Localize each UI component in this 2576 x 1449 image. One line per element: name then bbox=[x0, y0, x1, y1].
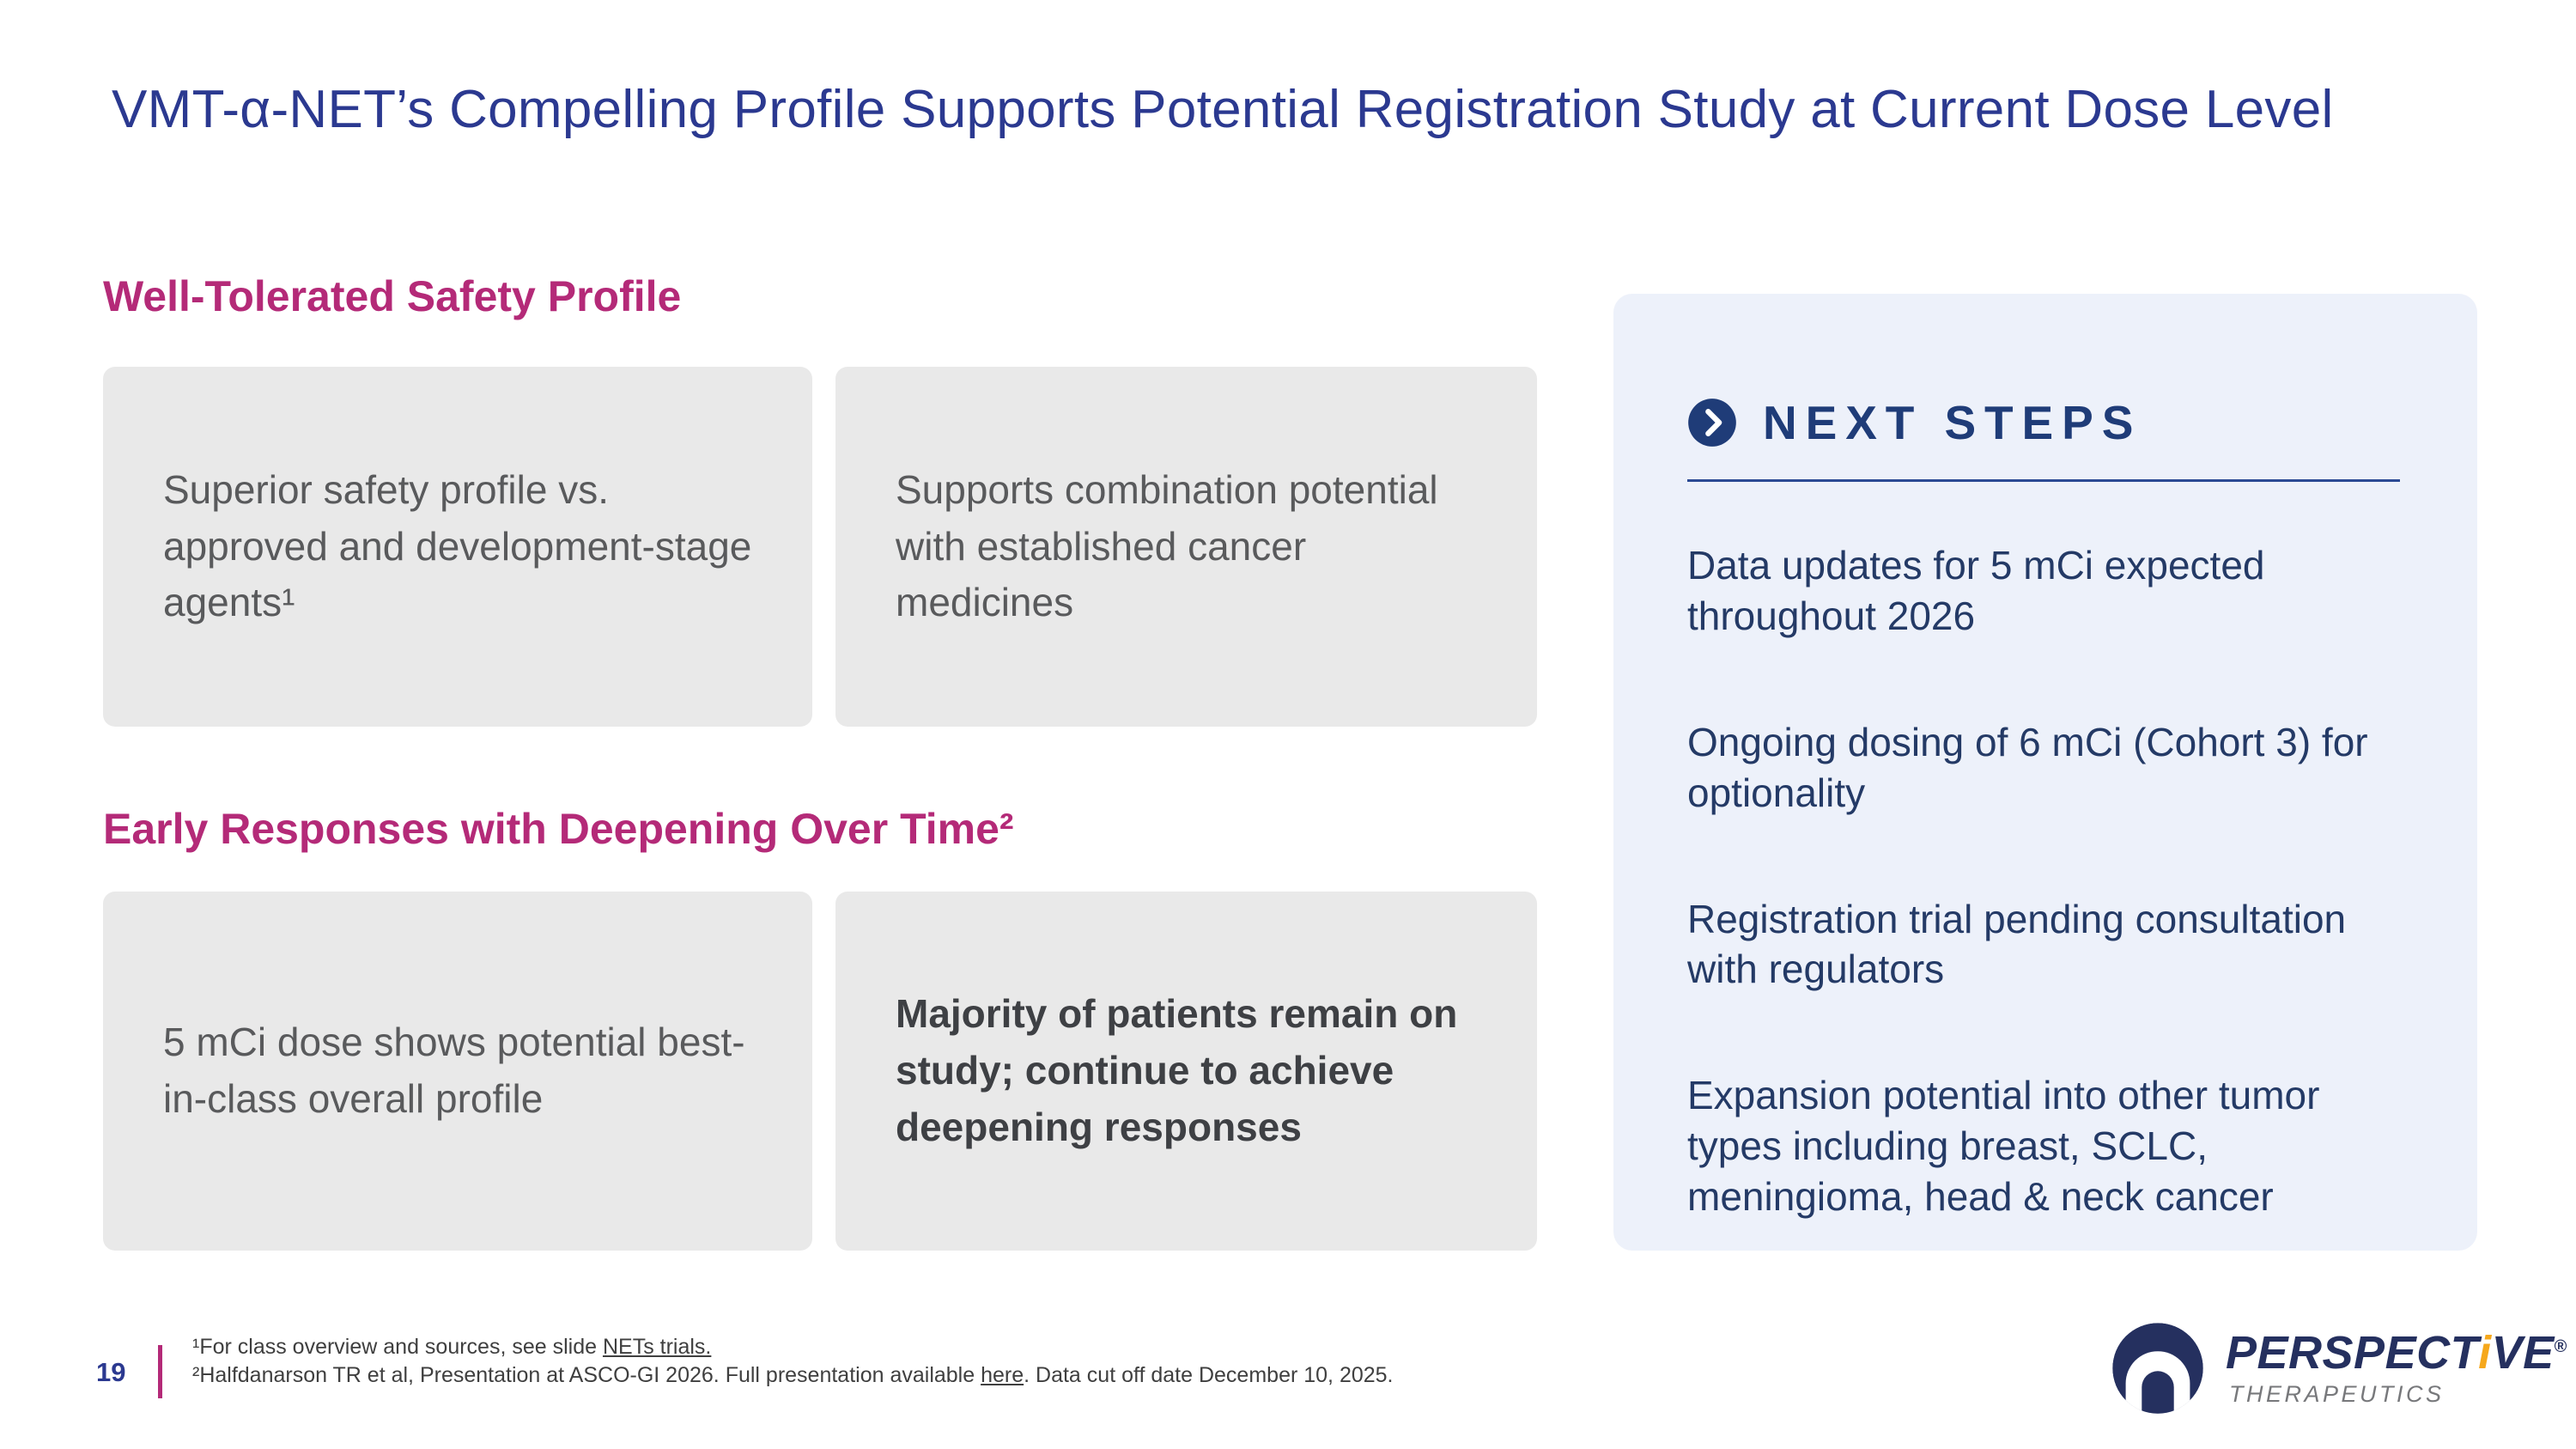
next-steps-item-data-updates: Data updates for 5 mCi expected througho… bbox=[1687, 543, 2265, 638]
early-box-patients-remain: Majority of patients remain on study; co… bbox=[835, 892, 1537, 1251]
footer-accent-bar bbox=[158, 1345, 162, 1398]
next-steps-heading: NEXT STEPS bbox=[1763, 396, 2142, 449]
next-steps-item-ongoing-dosing: Ongoing dosing of 6 mCi (Cohort 3) for o… bbox=[1687, 719, 2368, 815]
perspective-therapeutics-logo: PERSPECTiVE® THERAPEUTICS bbox=[2111, 1321, 2567, 1416]
footnotes: ¹For class overview and sources, see sli… bbox=[192, 1333, 1394, 1390]
early-box-patients-remain-text: Majority of patients remain on study; co… bbox=[896, 991, 1458, 1149]
registered-trademark-symbol: ® bbox=[2554, 1336, 2567, 1356]
section-heading-safety: Well-Tolerated Safety Profile bbox=[103, 272, 682, 320]
footnote-line-1: ¹For class overview and sources, see sli… bbox=[192, 1333, 1394, 1361]
slide-title: VMT-α-NET’s Compelling Profile Supports … bbox=[112, 80, 2334, 139]
early-box-dose-profile-text: 5 mCi dose shows potential best-in-class… bbox=[163, 1020, 745, 1121]
safety-box-superior-profile: Superior safety profile vs. approved and… bbox=[103, 367, 812, 727]
footnote-2-suffix: . Data cut off date December 10, 2025. bbox=[1024, 1363, 1394, 1387]
chevron-right-circle-icon bbox=[1687, 398, 1737, 447]
next-steps-divider bbox=[1687, 479, 2400, 482]
logo-text-block: PERSPECTiVE® THERAPEUTICS bbox=[2226, 1330, 2567, 1408]
footnote-2-link-here[interactable]: here bbox=[981, 1363, 1024, 1387]
footnote-line-2: ²Halfdanarson TR et al, Presentation at … bbox=[192, 1361, 1394, 1390]
next-steps-header: NEXT STEPS bbox=[1687, 395, 2400, 450]
footnote-2-text: ²Halfdanarson TR et al, Presentation at … bbox=[192, 1363, 981, 1387]
early-box-dose-profile: 5 mCi dose shows potential best-in-class… bbox=[103, 892, 812, 1251]
logo-wordmark-post: VE bbox=[2491, 1326, 2555, 1379]
logo-wordmark-pre: PERSPECT bbox=[2226, 1326, 2479, 1379]
next-steps-item-expansion-potential: Expansion potential into other tumor typ… bbox=[1687, 1073, 2320, 1219]
logo-subtext: THERAPEUTICS bbox=[2229, 1380, 2445, 1407]
next-steps-panel: NEXT STEPS Data updates for 5 mCi expect… bbox=[1613, 294, 2477, 1251]
logo-wordmark-i: i bbox=[2478, 1326, 2492, 1379]
section-heading-early-responses: Early Responses with Deepening Over Time… bbox=[103, 805, 1014, 853]
footnote-1-link-nets-trials[interactable]: NETs trials. bbox=[602, 1335, 712, 1359]
safety-box-combination-potential: Supports combination potential with esta… bbox=[835, 367, 1537, 727]
perspective-logo-icon bbox=[2111, 1321, 2205, 1416]
footnote-1-text: ¹For class overview and sources, see sli… bbox=[192, 1335, 603, 1359]
page-number: 19 bbox=[96, 1357, 126, 1387]
logo-wordmark: PERSPECTiVE® bbox=[2226, 1330, 2567, 1376]
next-steps-item-registration-trial: Registration trial pending consultation … bbox=[1687, 896, 2347, 992]
safety-box-combination-potential-text: Supports combination potential with esta… bbox=[896, 466, 1438, 625]
safety-box-superior-profile-text: Superior safety profile vs. approved and… bbox=[163, 466, 752, 625]
